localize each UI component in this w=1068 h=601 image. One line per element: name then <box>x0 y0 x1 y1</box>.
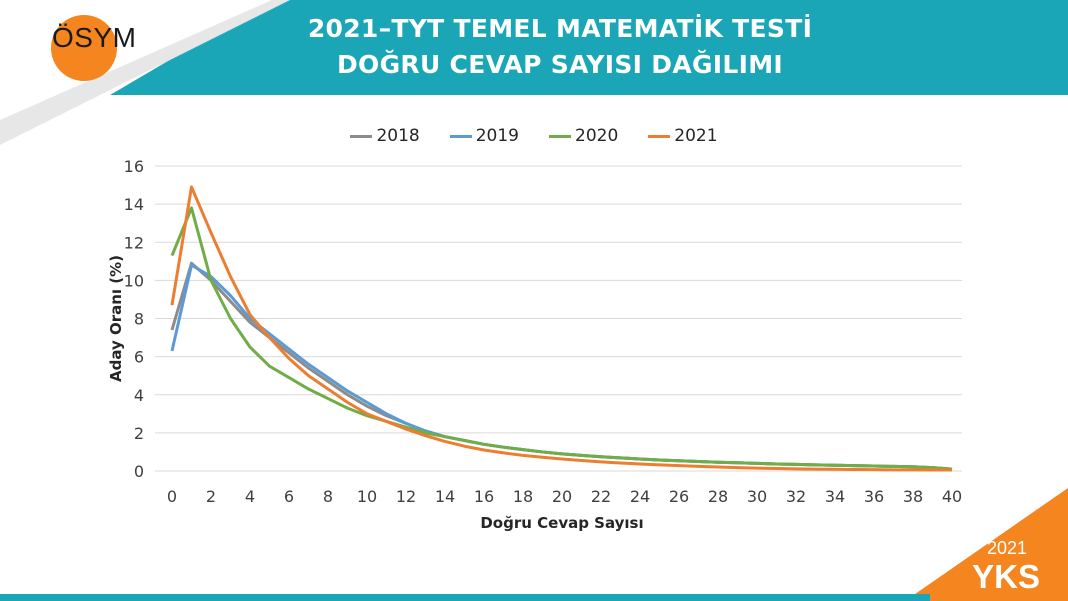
bottom-accent-teal <box>0 594 930 601</box>
x-tick-label: 24 <box>630 487 650 506</box>
header-banner <box>110 0 1068 95</box>
x-tick-label: 6 <box>284 487 294 506</box>
y-tick-label: 14 <box>124 195 144 214</box>
y-tick-label: 10 <box>124 271 144 290</box>
bottom-accent-orange <box>905 488 1068 601</box>
logo-circle <box>51 15 117 81</box>
logo-text: ÖSYM <box>52 22 137 53</box>
y-tick-label: 8 <box>134 310 144 329</box>
chart-legend: 2018 2019 2020 2021 <box>0 126 1068 146</box>
series-line-2019 <box>170 263 953 471</box>
y-axis-title: Aday Oranı (%) <box>107 255 125 382</box>
x-tick-label: 40 <box>942 487 962 506</box>
x-tick-label: 26 <box>669 487 689 506</box>
legend-swatch <box>549 134 571 138</box>
header-banner-shadow <box>0 0 290 145</box>
x-tick-label: 30 <box>747 487 767 506</box>
series-line-2018 <box>170 261 953 471</box>
legend-item-2019: 2019 <box>449 126 519 146</box>
x-tick-label: 38 <box>903 487 923 506</box>
legend-label: 2020 <box>575 126 619 146</box>
y-tick-label: 6 <box>134 348 144 367</box>
x-tick-label: 4 <box>245 487 255 506</box>
y-tick-label: 16 <box>124 157 144 176</box>
legend-item-2020: 2020 <box>549 126 618 146</box>
x-tick-label: 32 <box>786 487 806 506</box>
x-tick-label: 18 <box>513 487 533 506</box>
y-tick-label: 2 <box>134 424 144 443</box>
x-tick-label: 12 <box>396 487 416 506</box>
series-line-2020 <box>170 206 953 471</box>
x-tick-label: 10 <box>357 487 377 506</box>
legend-label: 2018 <box>376 126 420 146</box>
y-tick-label: 0 <box>134 462 144 481</box>
series-line-2021 <box>170 185 952 472</box>
x-tick-label: 2 <box>206 487 216 506</box>
legend-swatch <box>648 134 671 138</box>
page-title-line2: DOĞRU CEVAP SAYISI DAĞILIMI <box>336 50 784 79</box>
x-tick-label: 36 <box>864 487 884 506</box>
y-tick-label: 4 <box>134 386 144 405</box>
x-axis-title: Doğru Cevap Sayısı <box>480 514 643 532</box>
x-tick-label: 16 <box>474 487 494 506</box>
x-tick-label: 28 <box>708 487 728 506</box>
brand-year: 2021 <box>986 538 1027 558</box>
legend-label: 2021 <box>674 126 718 146</box>
x-tick-label: 22 <box>591 487 611 506</box>
legend-item-2021: 2021 <box>648 126 718 146</box>
x-tick-label: 20 <box>552 487 572 506</box>
legend-label: 2019 <box>475 126 519 146</box>
y-tick-label: 12 <box>124 233 144 252</box>
page-title-line1: 2021–TYT TEMEL MATEMATİK TESTİ <box>307 14 813 43</box>
legend-item-2018: 2018 <box>350 126 420 146</box>
x-tick-label: 0 <box>167 487 177 506</box>
x-tick-label: 14 <box>435 487 455 506</box>
brand-name: YKS <box>972 558 1040 595</box>
x-tick-label: 34 <box>825 487 845 506</box>
x-tick-label: 8 <box>323 487 333 506</box>
legend-swatch <box>350 134 373 138</box>
legend-swatch <box>449 134 472 138</box>
